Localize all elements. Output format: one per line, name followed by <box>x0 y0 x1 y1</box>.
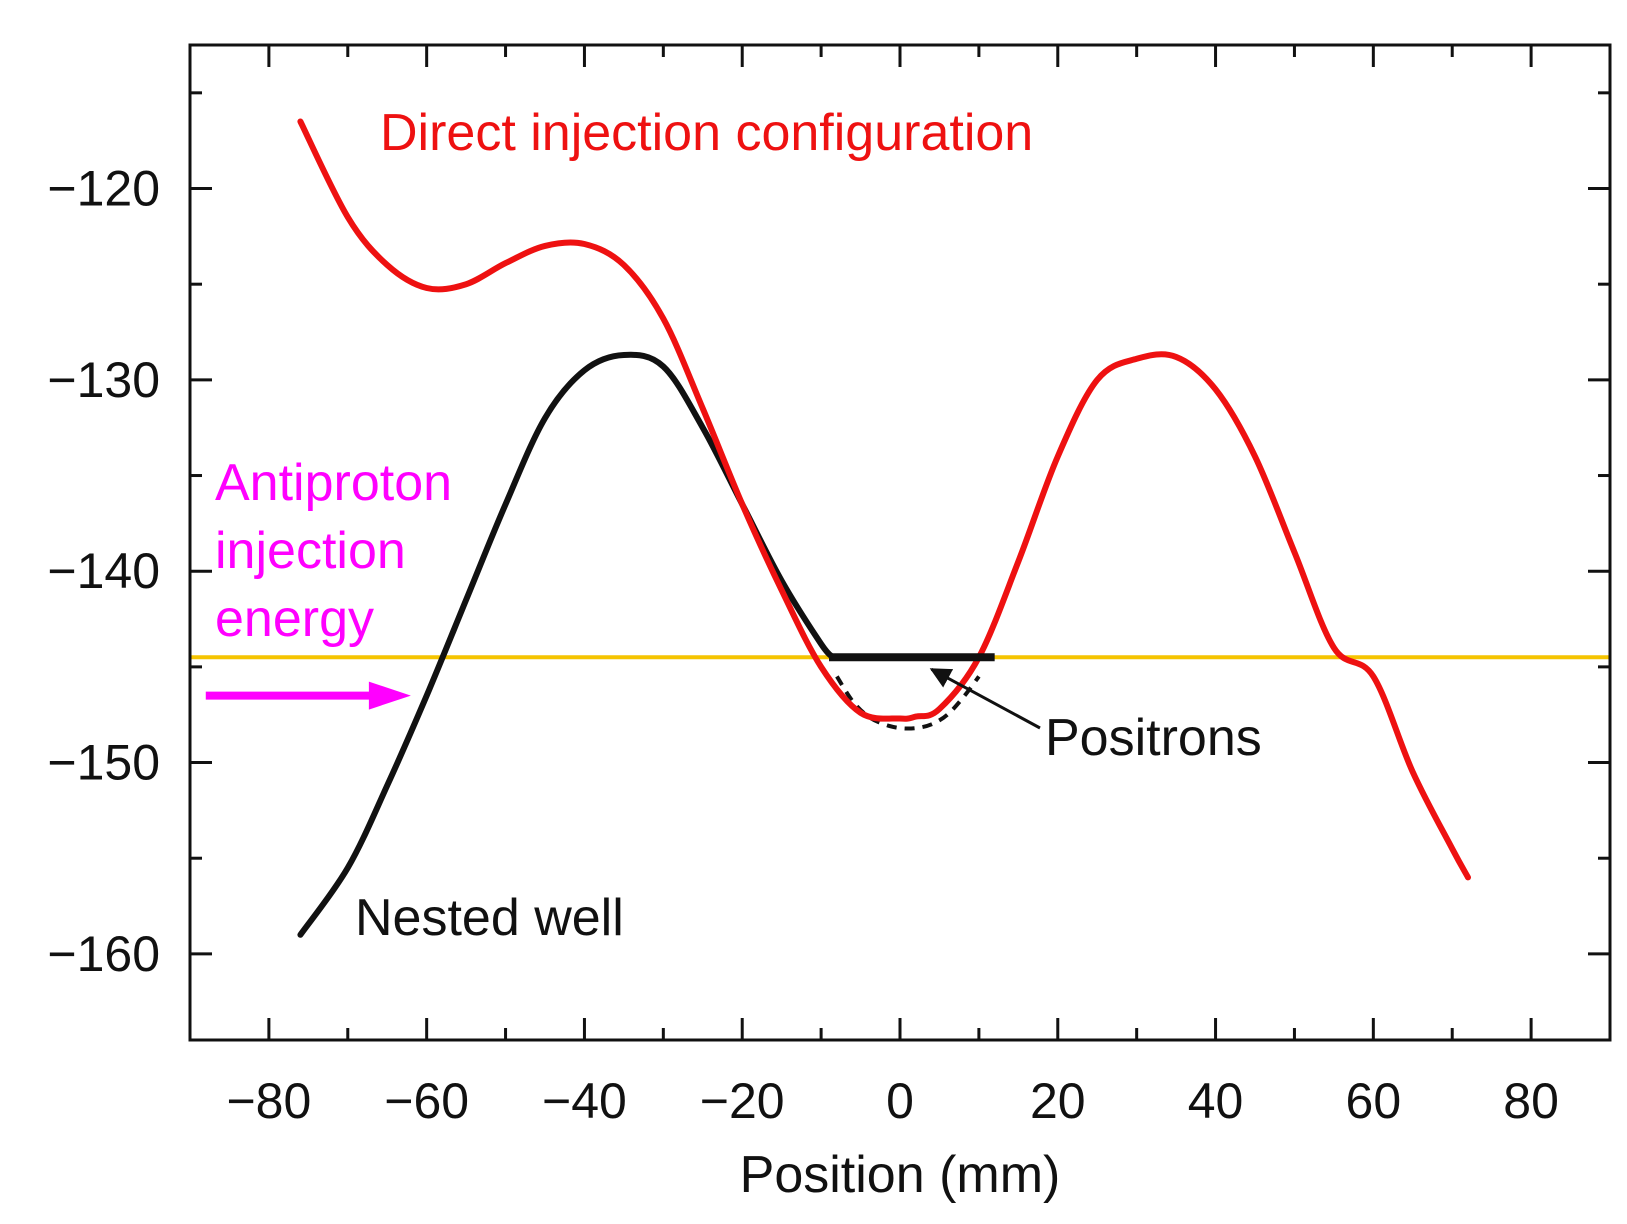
y-tick-label: −120 <box>47 161 160 217</box>
x-tick-label: 0 <box>886 1073 914 1129</box>
x-tick-label: 40 <box>1188 1073 1244 1129</box>
y-tick-label: −150 <box>47 735 160 791</box>
antiproton-label-line1: Antiproton <box>215 454 452 512</box>
injection-arrowhead <box>368 681 411 710</box>
y-tick-label: −160 <box>47 926 160 982</box>
antiproton-label-line3: energy <box>215 590 374 648</box>
x-tick-label: −40 <box>542 1073 627 1129</box>
plot-frame <box>188 43 1612 1042</box>
y-tick-label: −140 <box>47 543 160 599</box>
x-tick-label: 80 <box>1503 1073 1559 1129</box>
plot-background <box>190 45 1610 1040</box>
y-tick-label: −130 <box>47 352 160 408</box>
positron-pointer-arrow <box>929 667 1041 730</box>
x-tick-label: 60 <box>1346 1073 1402 1129</box>
x-tick-label: 20 <box>1030 1073 1086 1129</box>
x-tick-label: −80 <box>226 1073 311 1129</box>
direct-injection-series-line <box>297 118 1471 881</box>
tick-label-group: −80 −60 −40 −20 0 20 40 60 80 −120 −130 −140 −150 −16… <box>47 161 1559 1129</box>
antiproton-label-line2: injection <box>215 522 406 580</box>
x-axis-title: Position (mm) <box>740 1146 1061 1204</box>
direct-injection-label: Direct injection configuration <box>380 104 1033 162</box>
x-tick-label: −20 <box>700 1073 785 1129</box>
x-tick-label: −60 <box>384 1073 469 1129</box>
nested-well-label: Nested well <box>355 889 624 947</box>
positrons-label: Positrons <box>1045 709 1262 767</box>
